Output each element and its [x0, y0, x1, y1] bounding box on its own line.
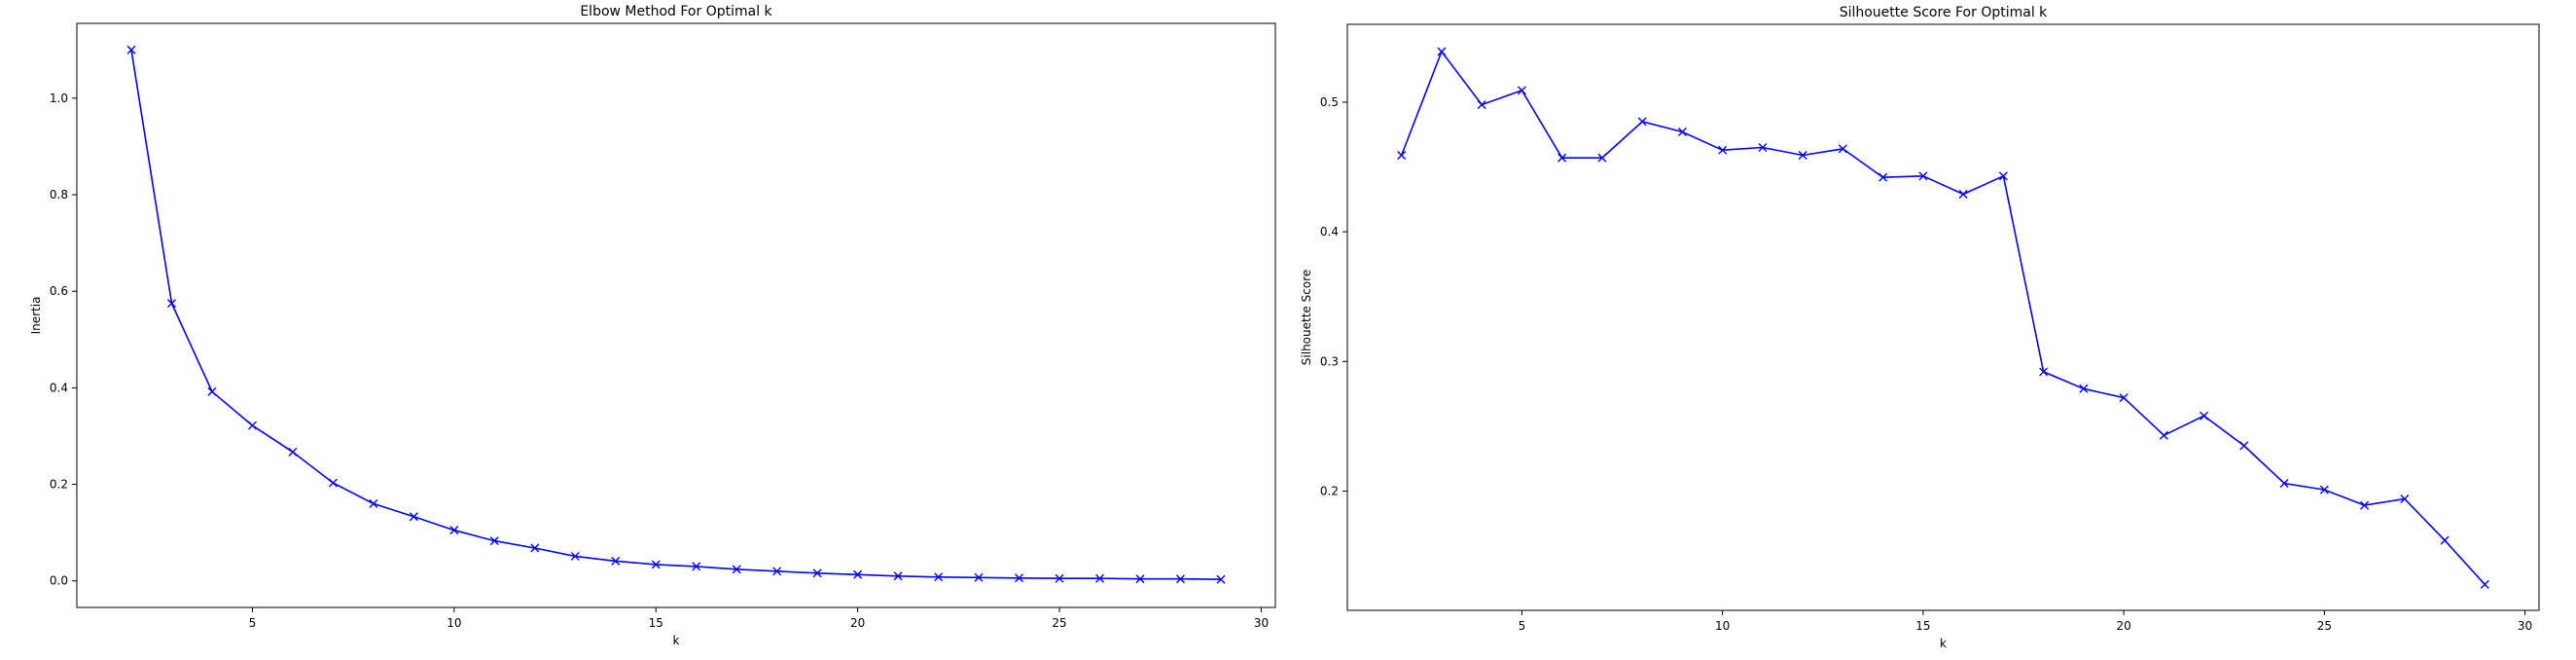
- y-axis-label: Silhouette Score: [1300, 270, 1313, 365]
- y-tick-label: 0.4: [1320, 225, 1339, 238]
- x-tick-label: 30: [1254, 616, 1269, 630]
- data-point: [530, 543, 540, 553]
- data-point: [2400, 494, 2410, 503]
- x-tick-label: 15: [1915, 619, 1930, 633]
- x-tick-label: 5: [249, 616, 257, 630]
- data-point: [1015, 573, 1024, 583]
- y-tick-label: 0.6: [50, 284, 68, 298]
- data-point: [409, 512, 418, 522]
- chart-title: Silhouette Score For Optimal k: [1840, 5, 2048, 20]
- data-point: [934, 572, 944, 582]
- data-point: [2039, 367, 2049, 377]
- x-axis-label: k: [673, 634, 680, 647]
- data-point: [2239, 441, 2249, 451]
- x-tick-label: 25: [2317, 619, 2332, 633]
- data-point: [2279, 478, 2289, 488]
- data-point: [772, 567, 782, 576]
- data-point: [611, 556, 621, 566]
- data-point: [166, 299, 176, 309]
- data-point: [2159, 430, 2168, 440]
- data-point: [2200, 411, 2209, 421]
- data-point: [207, 386, 217, 396]
- x-tick-label: 10: [447, 616, 461, 630]
- data-point: [247, 421, 257, 430]
- data-point: [570, 551, 580, 561]
- data-point: [1958, 189, 1968, 199]
- x-tick-label: 20: [850, 616, 865, 630]
- data-point: [1998, 171, 2008, 181]
- data-point: [1677, 128, 1687, 137]
- y-tick-label: 0.3: [1320, 354, 1339, 368]
- data-point: [2440, 535, 2450, 545]
- data-point: [449, 526, 459, 535]
- silhouette-chart: Silhouette Score For Optimal k 5 10 15 20 25 3…: [1300, 5, 2540, 650]
- x-tick-label: 5: [1519, 619, 1526, 633]
- data-point: [1437, 47, 1447, 56]
- y-tick-label: 0.2: [50, 478, 68, 492]
- data-point: [1055, 573, 1064, 583]
- data-point: [1758, 143, 1768, 153]
- y-tick-label: 0.4: [50, 381, 68, 394]
- data-point: [2319, 485, 2329, 495]
- data-point: [853, 569, 863, 579]
- data-point: [1557, 153, 1567, 163]
- data-point: [692, 562, 701, 571]
- data-point: [2360, 500, 2370, 510]
- data-point: [1095, 573, 1105, 583]
- x-tick-label: 15: [649, 616, 663, 630]
- data-point: [1838, 144, 1847, 154]
- x-tick-label: 20: [2116, 619, 2130, 633]
- data-point: [2480, 579, 2489, 589]
- series-line: [130, 50, 1222, 580]
- data-point: [2079, 384, 2089, 393]
- plot-frame: [1346, 23, 2540, 611]
- data-point: [1597, 153, 1607, 163]
- data-point: [1918, 171, 1928, 181]
- x-tick-label: 25: [1052, 616, 1066, 630]
- data-point: [1798, 151, 1807, 161]
- y-axis-label: Inertia: [29, 297, 43, 335]
- data-point: [2119, 393, 2129, 403]
- plot-frame: [76, 22, 1276, 608]
- data-point: [1477, 100, 1486, 110]
- x-axis-label: k: [1940, 637, 1947, 650]
- x-tick-label: 10: [1715, 619, 1730, 633]
- x-tick-label: 30: [2518, 619, 2532, 633]
- data-point: [893, 571, 903, 581]
- data-point: [489, 536, 499, 546]
- data-point: [126, 45, 136, 55]
- data-point: [1517, 86, 1526, 95]
- data-point: [1397, 151, 1407, 161]
- data-point: [1176, 574, 1186, 584]
- data-point: [1216, 574, 1226, 584]
- elbow-chart: Elbow Method For Optimal k 5 10 15 20 25 30 0.0…: [29, 4, 1276, 647]
- data-point: [812, 568, 822, 578]
- y-tick-label: 0.0: [50, 574, 68, 588]
- data-point: [974, 572, 984, 582]
- data-point: [288, 447, 298, 457]
- data-point: [651, 560, 661, 569]
- y-tick-label: 0.2: [1320, 484, 1339, 497]
- y-tick-label: 0.5: [1320, 95, 1339, 109]
- y-tick-label: 0.8: [50, 188, 68, 202]
- data-point: [1718, 145, 1728, 155]
- data-point: [1637, 117, 1647, 127]
- y-tick-label: 1.0: [50, 92, 68, 105]
- data-point: [732, 565, 741, 574]
- data-point: [369, 498, 378, 508]
- chart-title: Elbow Method For Optimal k: [580, 4, 772, 19]
- data-point: [1878, 172, 1888, 182]
- data-point: [328, 478, 338, 488]
- series-line: [1400, 50, 2486, 585]
- data-point: [1135, 574, 1145, 584]
